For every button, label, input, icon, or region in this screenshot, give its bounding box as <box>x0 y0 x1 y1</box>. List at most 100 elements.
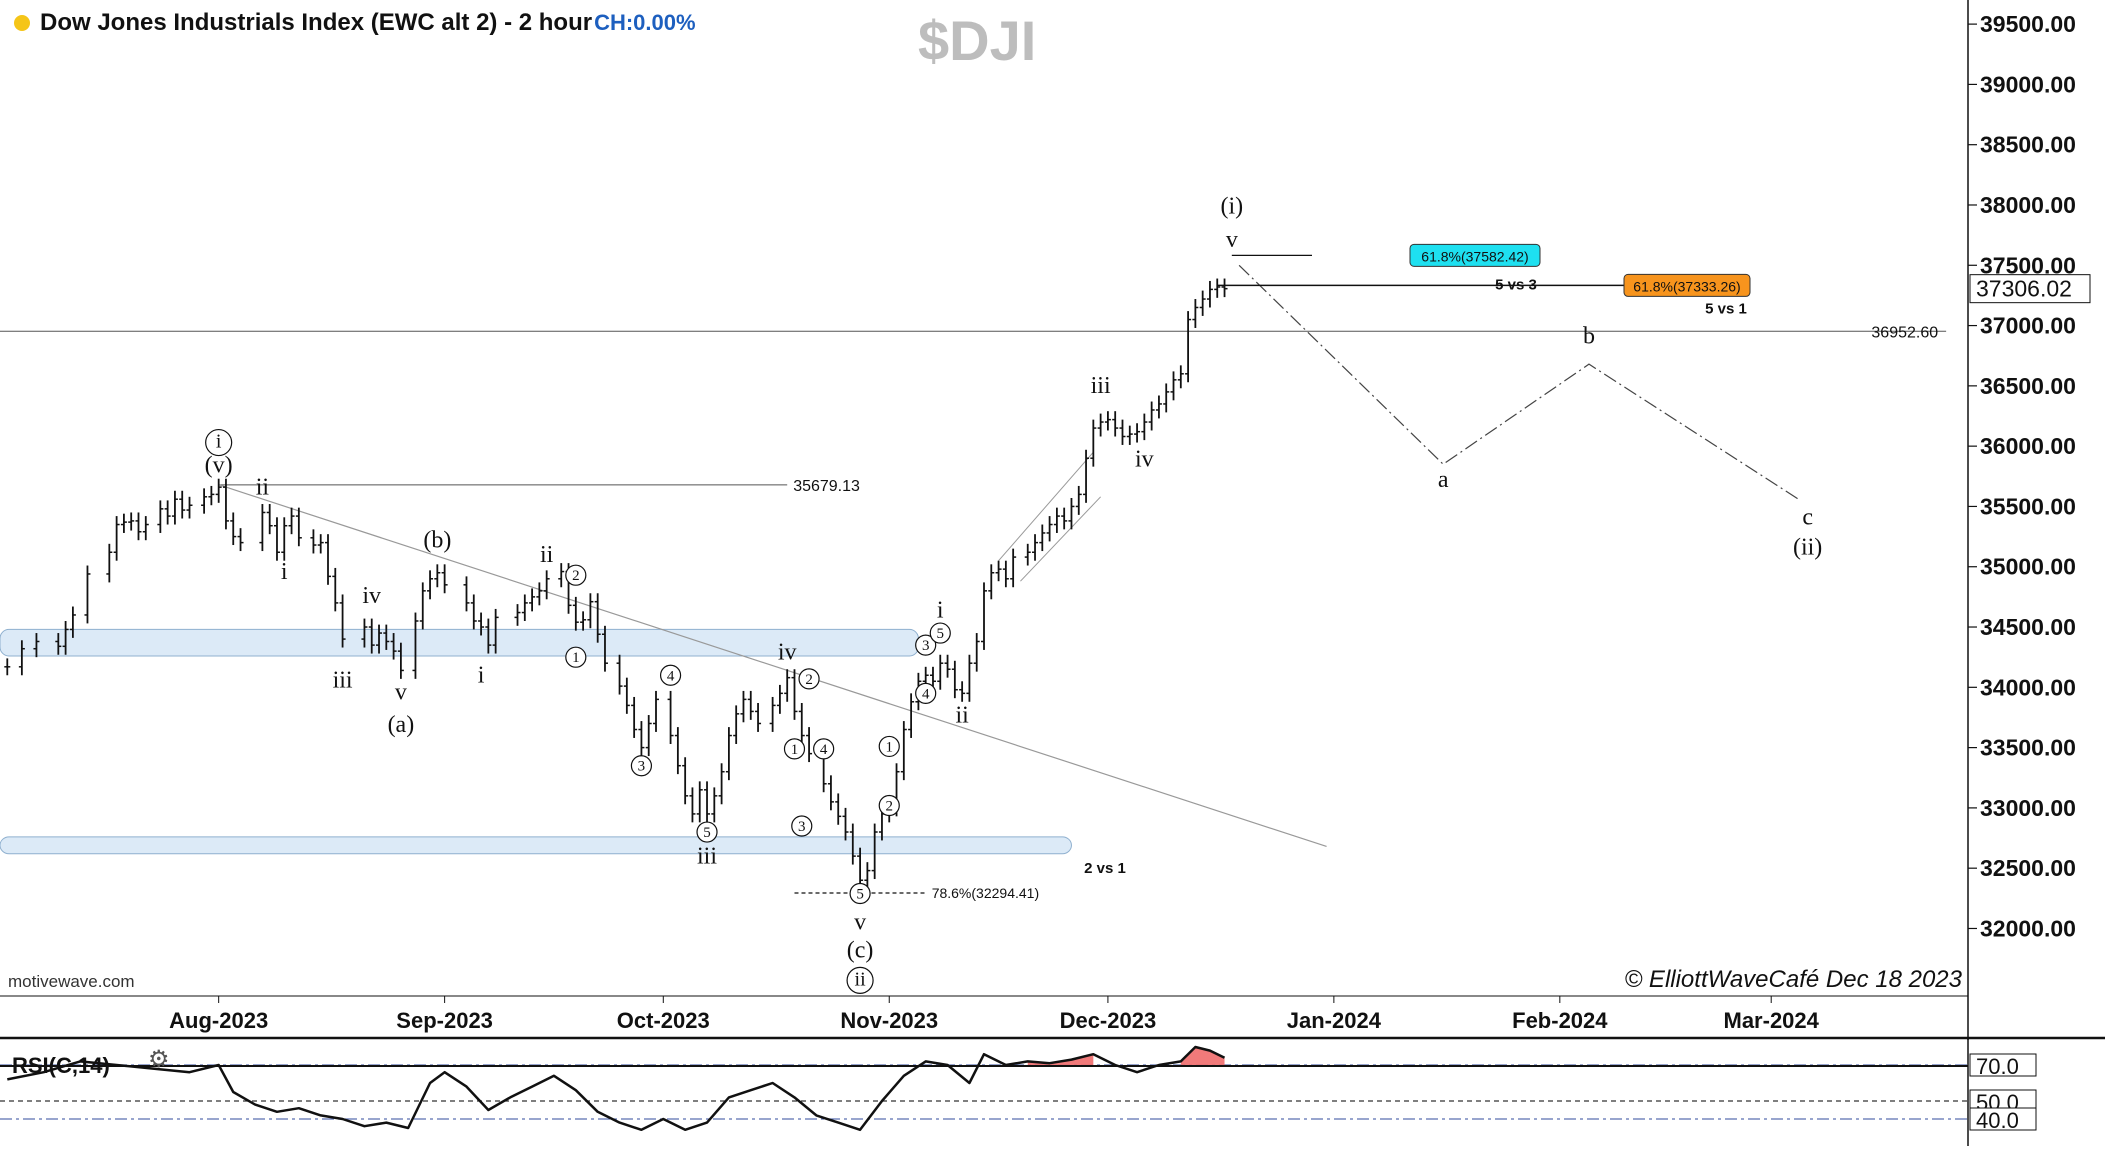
ohlc-bar <box>412 612 419 679</box>
ohlc-bar <box>1170 371 1177 401</box>
ohlc-bar <box>208 485 215 506</box>
ohlc-bar <box>237 528 244 552</box>
ohlc-bar <box>1097 413 1104 437</box>
wave-label: 3 <box>798 819 806 835</box>
ratio-label-2vs1: 2 vs 1 <box>1084 860 1126 877</box>
ohlc-bar <box>645 715 652 757</box>
wave-circle <box>565 646 587 668</box>
ohlc-bar <box>201 488 208 514</box>
rsi-overbought-fill <box>1027 1054 1094 1065</box>
ohlc-bar <box>1177 365 1184 389</box>
price-tick-label: 37500.00 <box>1980 252 2076 278</box>
ohlc-bar <box>747 690 754 720</box>
ohlc-bar <box>1206 280 1213 308</box>
wave-circle <box>915 634 937 656</box>
price-tick-label: 39000.00 <box>1980 71 2076 97</box>
ohlc-bar <box>390 633 397 660</box>
wave-circle <box>696 821 718 843</box>
wave-label: iv <box>1135 447 1154 473</box>
ohlc-bar <box>966 654 973 702</box>
ohlc-bar <box>142 516 149 541</box>
ohlc-bar <box>281 517 288 561</box>
time-tick-label: Mar-2024 <box>1724 1008 1820 1033</box>
ohlc-bar <box>718 763 725 805</box>
ohlc-bar <box>835 793 842 825</box>
fib-label-786: 78.6%(32294.41) <box>932 885 1039 901</box>
wave-label: i <box>281 559 288 585</box>
ohlc-bar <box>711 787 718 823</box>
ohlc-bar <box>128 512 135 531</box>
ohlc-bar <box>871 823 878 880</box>
symbol-watermark: $DJI <box>918 9 1037 72</box>
price-tick-label: 34000.00 <box>1980 674 2076 700</box>
wave-label: iv <box>778 640 797 666</box>
ohlc-bar <box>427 570 434 600</box>
ohlc-bar <box>157 500 164 533</box>
channel-line-upper <box>998 451 1094 562</box>
ohlc-bar <box>135 512 142 541</box>
wave-label: 2 <box>572 568 580 584</box>
ohlc-bar <box>1221 278 1228 298</box>
ohlc-bar <box>361 618 368 648</box>
ohlc-bar <box>1053 507 1060 533</box>
wave-label: 2 <box>885 799 893 815</box>
wave-label: v <box>854 910 866 936</box>
ohlc-bar <box>18 640 25 676</box>
price-tick-label: 39500.00 <box>1980 11 2076 37</box>
source-label: motivewave.com <box>8 972 135 991</box>
wave-label: ii <box>955 702 969 728</box>
wave-label: 4 <box>820 742 828 758</box>
ohlc-bar <box>288 507 295 535</box>
price-tick-label: 36500.00 <box>1980 373 2076 399</box>
ohlc-bar <box>543 570 550 600</box>
ohlc-bar <box>1119 419 1126 445</box>
ohlc-bar <box>988 564 995 600</box>
ohlc-bar <box>769 696 776 732</box>
ohlc-bar <box>463 576 470 612</box>
price-tick-label: 34500.00 <box>1980 614 2076 640</box>
ohlc-bar <box>84 565 91 624</box>
fib-box-blue <box>1409 243 1541 267</box>
wave-label: 5 <box>703 825 711 841</box>
wave-label: ii <box>256 474 270 500</box>
status-dot-icon <box>14 15 30 31</box>
wave-label: iv <box>362 583 381 609</box>
price-tick-label: 35000.00 <box>1980 554 2076 580</box>
wave-label: 5 <box>856 887 864 903</box>
rsi-settings-gear-icon[interactable]: ⚙ <box>148 1046 170 1073</box>
wave-label: ii <box>855 968 867 990</box>
ohlc-bar <box>55 633 62 655</box>
wave-label: 2 <box>805 672 813 688</box>
wave-circle <box>915 682 937 704</box>
time-tick-label: Sep-2023 <box>396 1008 493 1033</box>
ohlc-bar <box>186 496 193 519</box>
rsi-level-box <box>1969 1107 2037 1131</box>
ohlc-bar <box>325 534 331 585</box>
ohlc-bar <box>470 594 477 630</box>
ohlc-bar <box>1024 543 1031 566</box>
wave-label: (c) <box>847 937 874 963</box>
wave-label: 4 <box>667 668 675 684</box>
ohlc-bar <box>1163 383 1170 413</box>
price-tick-label: 35500.00 <box>1980 493 2076 519</box>
ohlc-bar <box>536 582 543 606</box>
wave-circle <box>929 622 951 644</box>
ohlc-bar <box>521 594 528 621</box>
ohlc-bar <box>623 677 630 714</box>
price-tick-label: 37000.00 <box>1980 313 2076 339</box>
wave-circle <box>878 794 900 817</box>
wave-label: c <box>1802 505 1813 531</box>
ohlc-bar <box>179 490 186 519</box>
rsi-band-edge <box>0 1065 1968 1067</box>
ohlc-bar <box>33 633 40 658</box>
ohlc-bar <box>689 787 696 823</box>
ohlc-bar <box>383 624 390 650</box>
ohlc-bar <box>704 781 711 823</box>
rsi-line <box>7 1045 1226 1132</box>
price-tick-label: 32000.00 <box>1980 915 2076 941</box>
ohlc-bar <box>601 625 608 672</box>
wave-label: b <box>1583 324 1595 350</box>
ohlc-bar <box>776 684 783 714</box>
wave-label: 1 <box>791 742 799 758</box>
